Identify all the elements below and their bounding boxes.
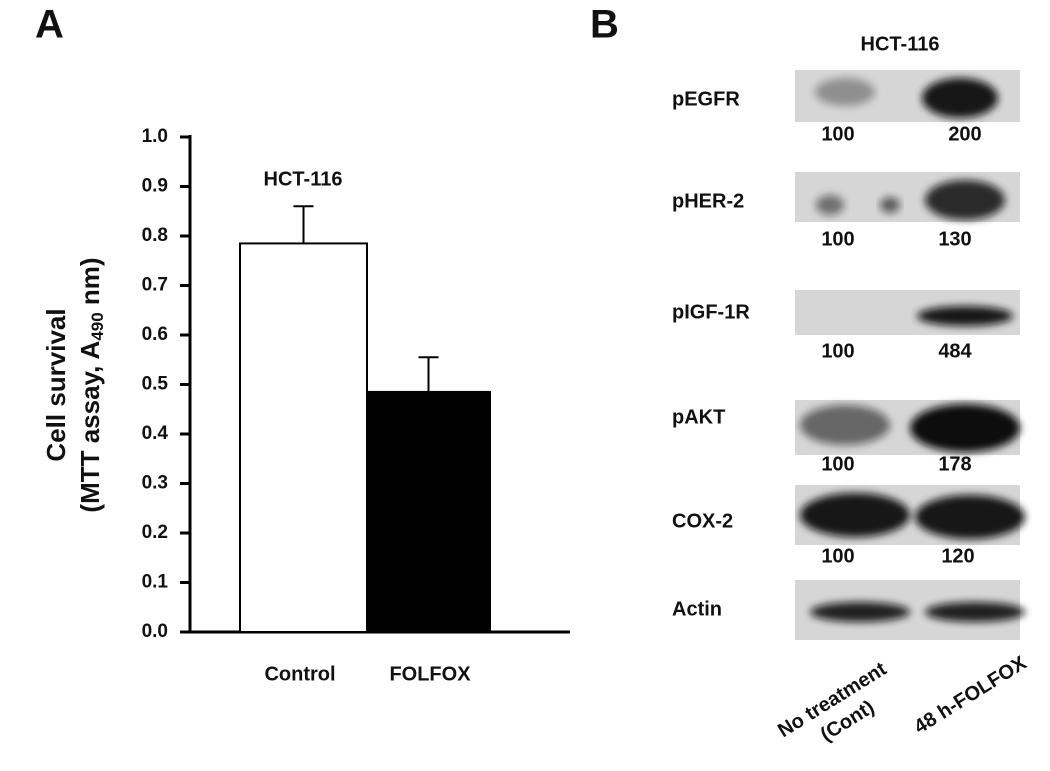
y-axis-label: Cell survival (MTT assay, A490 nm) bbox=[41, 257, 108, 512]
y-tick-label: 0.2 bbox=[142, 522, 168, 543]
blot-value: 120 bbox=[941, 545, 974, 567]
blot-value: 100 bbox=[821, 340, 854, 362]
annotation: HCT-116 bbox=[264, 168, 343, 190]
blot-band bbox=[880, 197, 900, 213]
blot-value: 178 bbox=[938, 453, 971, 475]
blot-band bbox=[815, 78, 875, 106]
lane-label: 48 h-FOLFOX bbox=[910, 652, 1031, 739]
blot-band bbox=[810, 602, 910, 622]
blot-row-label: COX-2 bbox=[672, 510, 733, 532]
y-label-part: (MTT assay, A bbox=[75, 340, 105, 512]
lane-label-line: 48 h-FOLFOX bbox=[910, 652, 1031, 739]
blot-row-label: Actin bbox=[672, 598, 722, 620]
bar bbox=[239, 242, 368, 634]
panel-label: B bbox=[590, 3, 619, 47]
y-tick-label: 0.5 bbox=[142, 374, 169, 395]
y-tick-label: 0.3 bbox=[142, 473, 168, 494]
y-tick-label: 1.0 bbox=[142, 126, 168, 147]
blot-band bbox=[915, 495, 1025, 539]
y-tick-label: 0.9 bbox=[142, 176, 168, 197]
blot-band bbox=[925, 602, 1025, 622]
blot-band bbox=[800, 493, 910, 537]
y-tick-label: 0.4 bbox=[142, 423, 169, 444]
blot-value: 100 bbox=[821, 453, 854, 475]
blot-value: 484 bbox=[938, 340, 972, 362]
blot-band bbox=[917, 306, 1013, 326]
blot-row-label: pEGFR bbox=[672, 88, 740, 110]
y-tick-label: 0.0 bbox=[142, 621, 168, 642]
y-label-part: nm) bbox=[75, 257, 105, 312]
blot-title: HCT-116 bbox=[861, 33, 940, 55]
blot-value: 130 bbox=[938, 228, 971, 250]
blot-band bbox=[925, 180, 1005, 220]
y-tick-label: 0.7 bbox=[142, 275, 168, 296]
blot-row-label: pIGF-1R bbox=[672, 301, 750, 323]
y-tick-label: 0.8 bbox=[142, 225, 168, 246]
y-label-line: (MTT assay, A490 nm) bbox=[75, 257, 108, 512]
bar bbox=[366, 390, 491, 633]
panel-label: A bbox=[35, 3, 64, 47]
blot-band bbox=[800, 405, 890, 445]
lane-label: No treatment(Cont) bbox=[774, 658, 891, 746]
blot-value: 100 bbox=[821, 228, 854, 250]
blot-band bbox=[922, 78, 998, 118]
blot-row-label: pAKT bbox=[672, 406, 725, 428]
blot-value: 200 bbox=[948, 123, 981, 145]
blot-row-label: pHER-2 bbox=[672, 190, 744, 212]
y-tick-label: 0.6 bbox=[142, 324, 168, 345]
blot-value: 100 bbox=[821, 123, 854, 145]
y-label-line: Cell survival bbox=[41, 308, 71, 461]
blot-band bbox=[910, 404, 1020, 452]
x-tick-label: FOLFOX bbox=[389, 663, 471, 685]
x-tick-label: Control bbox=[264, 663, 335, 685]
blot-value: 100 bbox=[821, 545, 854, 567]
blot-band bbox=[816, 195, 844, 215]
y-label-subscript: 490 bbox=[88, 312, 107, 340]
y-tick-label: 0.1 bbox=[142, 572, 169, 593]
